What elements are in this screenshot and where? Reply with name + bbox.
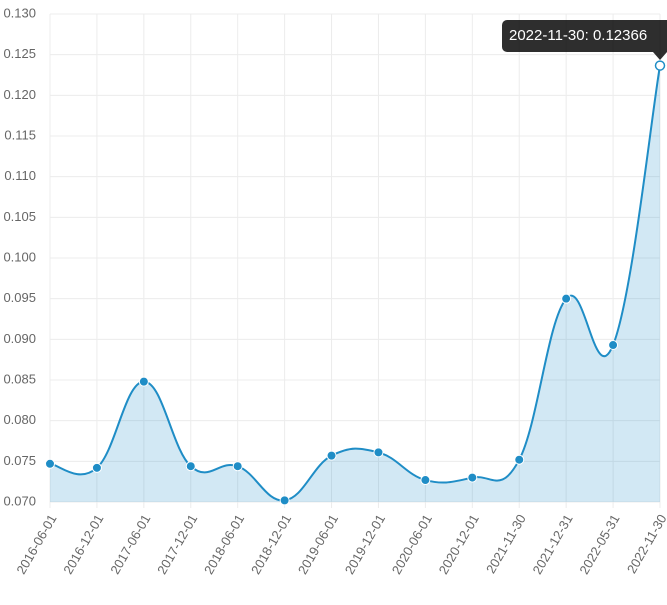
y-tick-label: 0.115 [4, 127, 36, 142]
tooltip: 2022-11-30: 0.12366 [502, 20, 667, 60]
x-tick-label: 2018-06-01 [201, 512, 247, 577]
x-tick-label: 2019-12-01 [342, 512, 388, 577]
x-tick-label: 2021-12-31 [529, 512, 575, 577]
x-tick-label: 2020-06-01 [389, 512, 435, 577]
y-tick-label: 0.085 [3, 371, 36, 386]
point [138, 376, 149, 387]
point [45, 458, 55, 469]
y-tick-label: 0.120 [3, 87, 36, 102]
area [50, 65, 660, 502]
x-tick-label: 2022-05-31 [576, 512, 622, 577]
tooltip-caret [653, 52, 667, 60]
point [373, 447, 384, 458]
y-tick-label: 0.095 [3, 290, 36, 305]
y-tick-label: 0.125 [3, 46, 36, 61]
y-tick-label: 0.100 [3, 249, 36, 264]
point [561, 293, 572, 304]
tooltip-text: 2022-11-30: 0.12366 [509, 27, 647, 44]
y-tick-label: 0.075 [3, 453, 36, 468]
y-tick-label: 0.105 [3, 209, 36, 224]
x-tick-label: 2019-06-01 [295, 512, 341, 577]
x-tick-label: 2018-12-01 [248, 512, 294, 577]
x-tick-label: 2016-12-01 [60, 512, 106, 577]
tooltip-box [502, 20, 667, 52]
point [514, 454, 525, 465]
point [279, 495, 290, 506]
y-tick-label: 0.130 [3, 5, 36, 20]
x-tick-label: 2017-12-01 [154, 512, 200, 577]
x-tick-label: 2022-11-30 [624, 512, 667, 576]
x-tick-label: 2020-12-01 [436, 512, 482, 577]
point [467, 472, 478, 483]
point [91, 462, 102, 473]
point [608, 340, 619, 351]
y-tick-label: 0.070 [3, 493, 36, 508]
x-tick-label: 2021-11-30 [483, 512, 529, 576]
y-tick-label: 0.110 [4, 168, 36, 183]
point [420, 475, 431, 486]
y-tick-label: 0.090 [3, 331, 36, 346]
point [232, 461, 243, 472]
x-tick-label: 2016-06-01 [13, 512, 59, 577]
line [49, 65, 661, 502]
point [654, 60, 666, 71]
point [185, 461, 196, 472]
point [326, 450, 337, 461]
y-tick-label: 0.080 [3, 412, 36, 427]
x-tick-label: 2017-06-01 [107, 512, 153, 577]
